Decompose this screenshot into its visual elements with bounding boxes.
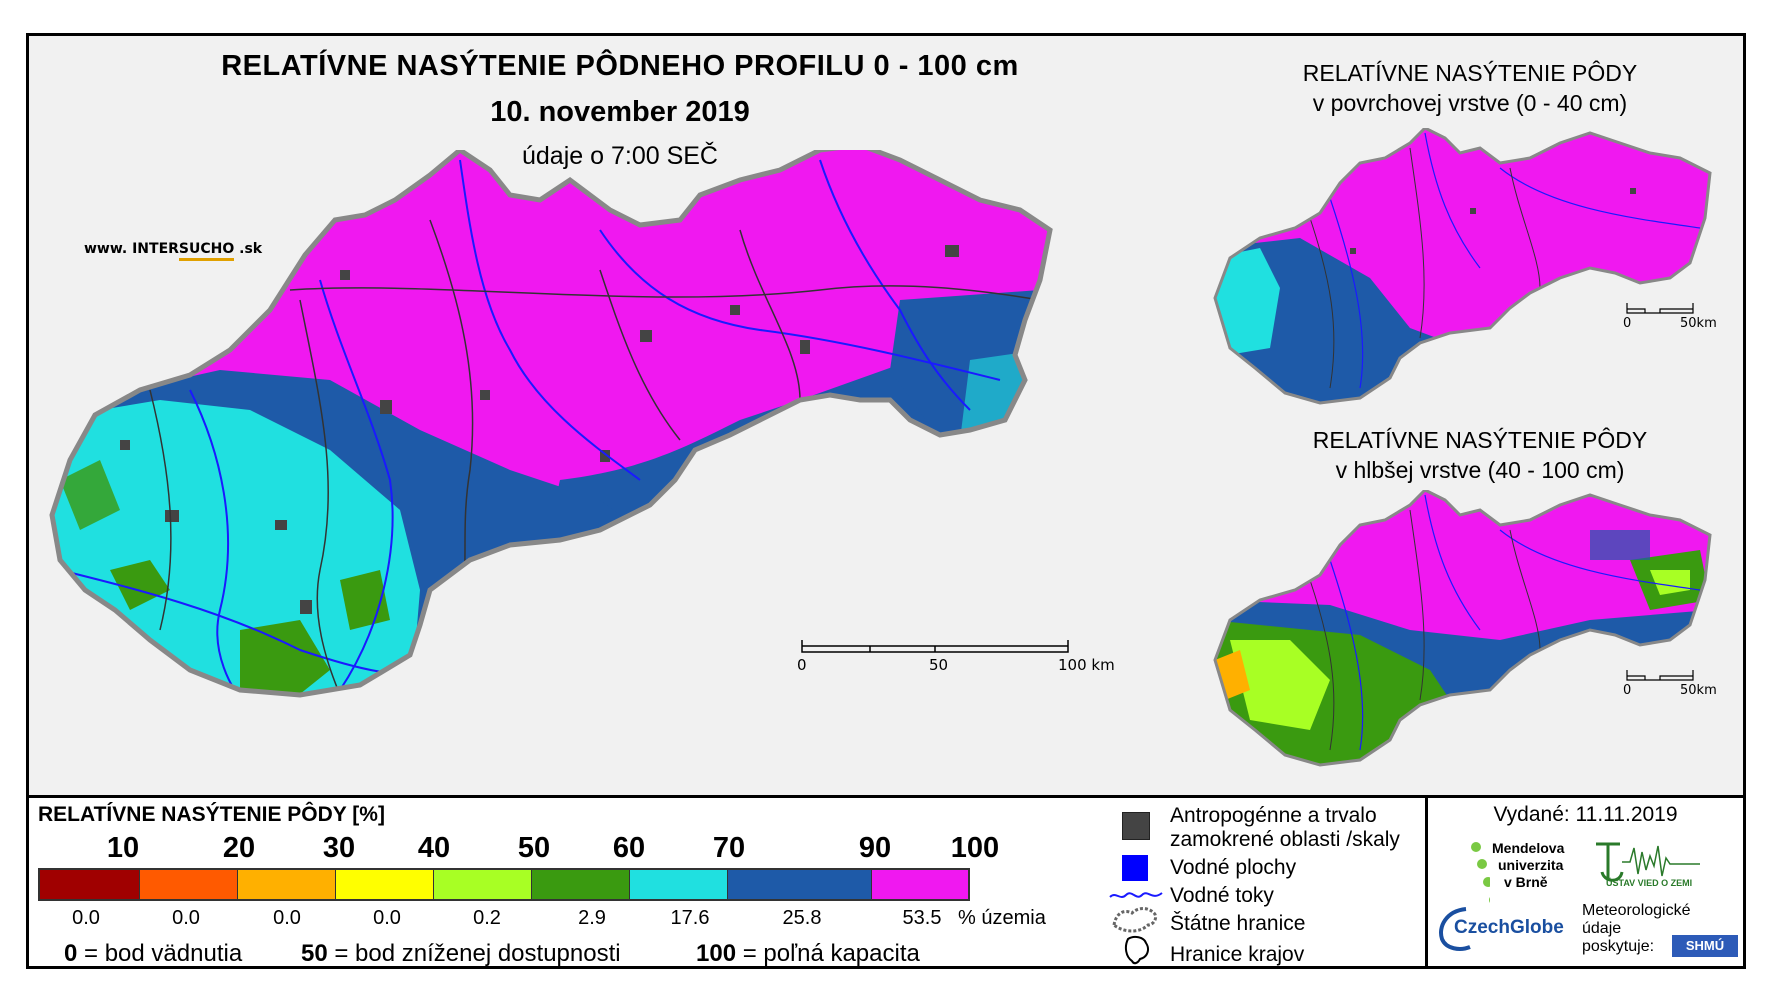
legend-class-2 [140, 870, 238, 899]
czechglobe-logo: CzechGlobe [1436, 905, 1576, 955]
page-title: RELATÍVNE NASÝTENIE PÔDNEHO PROFILU 0 - … [221, 50, 1019, 82]
water-streams-label: Vodné toky [1170, 884, 1274, 907]
main-scale-label-50: 50 [929, 656, 949, 674]
credits-divider [1425, 795, 1428, 969]
inset-bottom-title: RELATÍVNE NASÝTENIE PÔDY v hlbšej vrstve… [1312, 427, 1648, 483]
legend-tick-70: 70 [712, 832, 746, 864]
water-bodies-label: Vodné plochy [1170, 856, 1297, 879]
legend-tick-30: 30 [322, 832, 356, 864]
legend-percent-6: 2.9 [578, 907, 606, 929]
meteorological-data-credit: Meteorologické údaje poskytuje: [1582, 902, 1691, 955]
water-bodies-swatch [1122, 855, 1148, 881]
legend-class-5 [434, 870, 532, 899]
inset-top-title: RELATÍVNE NASÝTENIE PÔDY v povrchovej vr… [1302, 60, 1638, 116]
legend-class-4 [336, 870, 434, 899]
legend-tick-90: 90 [858, 832, 892, 864]
legend-percent-unit: % územia [958, 907, 1046, 929]
inset-top-map [1213, 128, 1712, 405]
main-scale-bar [801, 640, 1069, 653]
legend-percent-1: 0.0 [72, 907, 100, 929]
water-streams-icon [1109, 892, 1163, 898]
main-scale-label-100: 100 km [1058, 656, 1115, 674]
main-scale-label-0: 0 [797, 656, 807, 674]
map-date: 10. november 2019 [490, 96, 750, 128]
mendel-dots-icon [1471, 842, 1490, 903]
legend-divider [26, 795, 1746, 798]
definition-reduced-availability: 50 = bod zníženej dostupnosti [301, 940, 621, 967]
definition-field-capacity: 100 = poľná kapacita [696, 940, 920, 967]
legend-tick-100: 100 [950, 832, 1000, 864]
anthropogenic-area-swatch [1122, 812, 1150, 840]
data-time: údaje o 7:00 SEČ [522, 142, 718, 170]
inset-top-scale-50: 50km [1680, 316, 1717, 331]
inset-top-scale-bar [1626, 303, 1694, 314]
legend-tick-20: 20 [222, 832, 256, 864]
legend-class-7 [630, 870, 728, 899]
inset-bottom-scale-50: 50km [1680, 683, 1717, 698]
legend-tick-50: 50 [517, 832, 551, 864]
legend-class-9 [872, 870, 968, 899]
legend-class-8 [728, 870, 872, 899]
state-border-icon [1112, 907, 1158, 933]
legend-tick-10: 10 [106, 832, 140, 864]
legend-percent-8: 25.8 [782, 907, 822, 929]
shmu-logo: SHMÚ [1672, 935, 1738, 957]
seismograph-icon [1596, 842, 1700, 882]
legend-percent-2: 0.0 [172, 907, 200, 929]
legend-tick-40: 40 [417, 832, 451, 864]
legend-percent-4: 0.0 [373, 907, 401, 929]
legend-percent-5: 0.2 [473, 907, 501, 929]
website-link[interactable]: www. INTERSUCHO .sk [84, 241, 262, 261]
ustav-vied-o-zemi-logo: ÚSTAV VIED O ZEMI [1592, 838, 1702, 896]
legend-title: RELATÍVNE NASÝTENIE PÔDY [%] [38, 803, 385, 826]
legend-percent-3: 0.0 [273, 907, 301, 929]
state-border-label: Štátne hranice [1170, 912, 1306, 935]
legend-color-bar [38, 868, 970, 901]
inset-bottom-scale-bar [1626, 670, 1694, 681]
legend-class-3 [238, 870, 336, 899]
region-border-label: Hranice krajov [1170, 943, 1305, 966]
region-border-icon [1124, 935, 1149, 965]
legend-class-1 [40, 870, 140, 899]
issued-date: Vydané: 11.11.2019 [1493, 803, 1678, 826]
inset-bottom-scale-0: 0 [1623, 683, 1632, 698]
czechglobe-arc-icon [1439, 907, 1471, 951]
legend-percent-7: 17.6 [670, 907, 710, 929]
inset-top-scale-0: 0 [1623, 316, 1632, 331]
legend-class-6 [532, 870, 630, 899]
definition-wilting-point: 0 = bod vädnutia [64, 940, 243, 967]
anthropogenic-area-label: Antropogénne a trvalo zamokrené oblasti … [1170, 804, 1400, 851]
legend-percent-9: 53.5 [902, 907, 942, 929]
inset-bottom-map [1213, 490, 1712, 767]
legend-tick-60: 60 [612, 832, 646, 864]
main-soil-saturation-map [49, 150, 1053, 698]
